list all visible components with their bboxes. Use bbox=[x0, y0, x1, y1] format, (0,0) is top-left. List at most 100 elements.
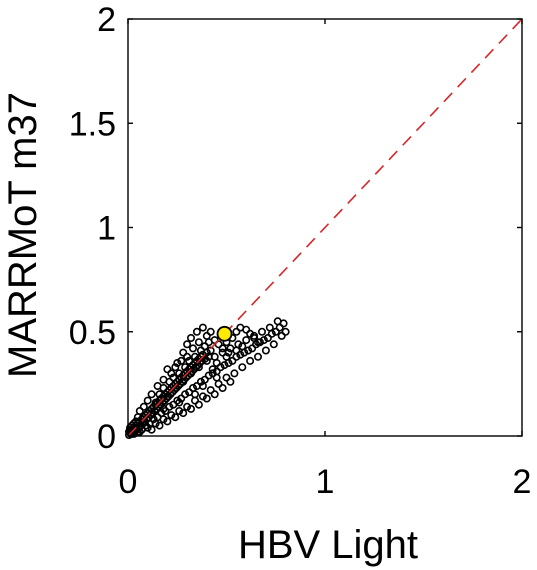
data-point bbox=[246, 329, 255, 338]
data-point bbox=[271, 327, 280, 336]
data-point bbox=[163, 365, 172, 374]
data-point bbox=[167, 369, 176, 378]
data-point bbox=[281, 327, 290, 336]
y-tick-label: 1.5 bbox=[69, 105, 116, 143]
data-point bbox=[196, 346, 205, 355]
data-point bbox=[202, 394, 211, 403]
data-point bbox=[181, 390, 190, 399]
data-point bbox=[206, 386, 215, 395]
data-point bbox=[165, 377, 174, 386]
data-point bbox=[181, 363, 190, 372]
data-point bbox=[220, 361, 229, 370]
data-point bbox=[254, 338, 263, 347]
data-point bbox=[177, 356, 186, 365]
data-point bbox=[133, 413, 142, 422]
data-point bbox=[202, 356, 211, 365]
data-point bbox=[208, 365, 217, 374]
data-point bbox=[147, 390, 156, 399]
data-point bbox=[218, 383, 227, 392]
data-point bbox=[206, 346, 215, 355]
data-point bbox=[189, 344, 198, 353]
data-point bbox=[194, 400, 203, 409]
data-point bbox=[236, 350, 245, 359]
data-point bbox=[210, 390, 219, 399]
y-axis-title: MARRMoT m37 bbox=[1, 92, 45, 378]
data-point bbox=[161, 406, 170, 415]
data-point bbox=[200, 342, 209, 351]
data-point bbox=[171, 413, 180, 422]
x-tick-label: 0 bbox=[119, 463, 138, 501]
data-point bbox=[173, 358, 182, 367]
data-point bbox=[167, 411, 176, 420]
data-point bbox=[159, 404, 168, 413]
data-point bbox=[242, 325, 251, 334]
data-point bbox=[175, 398, 184, 407]
y-tick-label: 1 bbox=[97, 210, 116, 248]
data-point bbox=[206, 327, 215, 336]
data-point bbox=[212, 358, 221, 367]
data-point bbox=[173, 396, 182, 405]
data-point bbox=[129, 419, 138, 428]
data-point bbox=[139, 402, 148, 411]
data-point bbox=[277, 331, 286, 340]
data-point bbox=[244, 346, 253, 355]
data-point bbox=[183, 340, 192, 349]
one-to-one-line bbox=[127, 18, 523, 437]
data-point bbox=[171, 363, 180, 372]
plot-area bbox=[125, 18, 523, 439]
data-point bbox=[126, 423, 135, 432]
data-point bbox=[191, 352, 200, 361]
data-point bbox=[159, 383, 168, 392]
data-point bbox=[198, 381, 207, 390]
data-point bbox=[212, 373, 221, 382]
data-point bbox=[155, 390, 164, 399]
data-point bbox=[192, 327, 201, 336]
highlight-point bbox=[216, 325, 233, 342]
data-point bbox=[169, 373, 178, 382]
data-point bbox=[187, 333, 196, 342]
data-point bbox=[143, 423, 152, 432]
data-point bbox=[265, 323, 274, 332]
y-tick-label: 0 bbox=[97, 418, 116, 456]
data-point bbox=[238, 363, 247, 372]
data-point bbox=[216, 363, 225, 372]
axes: 0 1 2 0 0.5 1 1.5 2 bbox=[69, 1, 532, 501]
data-point bbox=[208, 369, 217, 378]
data-point bbox=[163, 417, 172, 426]
data-point bbox=[194, 338, 203, 347]
data-point bbox=[163, 392, 172, 401]
data-point bbox=[198, 392, 207, 401]
data-point bbox=[177, 394, 186, 403]
data-point bbox=[254, 352, 263, 361]
data-point bbox=[198, 323, 207, 332]
data-point bbox=[185, 356, 194, 365]
data-point bbox=[238, 342, 247, 351]
data-point bbox=[246, 356, 255, 365]
data-point bbox=[222, 373, 231, 382]
data-point bbox=[151, 419, 160, 428]
data-point bbox=[175, 406, 184, 415]
x-tick-label: 2 bbox=[513, 463, 532, 501]
data-point bbox=[179, 348, 188, 357]
x-axis-title: HBV Light bbox=[238, 523, 418, 567]
data-point bbox=[147, 425, 156, 434]
data-point bbox=[196, 377, 205, 386]
data-point bbox=[183, 352, 192, 361]
data-point bbox=[224, 348, 233, 357]
data-point bbox=[135, 427, 144, 436]
data-point bbox=[248, 344, 257, 353]
data-point bbox=[175, 369, 184, 378]
data-point bbox=[187, 404, 196, 413]
data-point bbox=[261, 346, 270, 355]
y-tick-label: 2 bbox=[97, 1, 116, 39]
data-point bbox=[191, 390, 200, 399]
data-point bbox=[228, 356, 237, 365]
data-point bbox=[232, 346, 241, 355]
data-point bbox=[204, 371, 213, 380]
data-point bbox=[218, 344, 227, 353]
data-point bbox=[131, 417, 140, 426]
data-point bbox=[155, 421, 164, 430]
data-point bbox=[273, 317, 282, 326]
